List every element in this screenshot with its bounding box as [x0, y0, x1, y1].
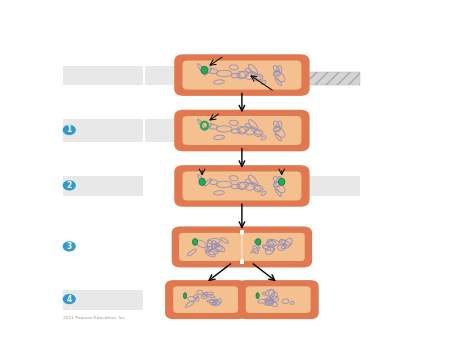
FancyBboxPatch shape — [145, 66, 180, 85]
Ellipse shape — [199, 178, 205, 185]
Text: 2: 2 — [67, 181, 72, 190]
Text: 2011 Pearson Education, Inc.: 2011 Pearson Education, Inc. — [63, 316, 126, 320]
Ellipse shape — [256, 239, 261, 245]
FancyBboxPatch shape — [63, 119, 143, 142]
FancyBboxPatch shape — [304, 72, 361, 85]
Text: 1: 1 — [67, 126, 72, 135]
FancyBboxPatch shape — [183, 116, 301, 145]
FancyBboxPatch shape — [145, 119, 180, 142]
FancyBboxPatch shape — [304, 176, 361, 196]
FancyBboxPatch shape — [174, 110, 310, 151]
FancyBboxPatch shape — [63, 66, 143, 85]
FancyBboxPatch shape — [246, 286, 311, 313]
Circle shape — [63, 294, 75, 303]
FancyBboxPatch shape — [179, 233, 242, 261]
Ellipse shape — [201, 66, 208, 74]
Circle shape — [63, 181, 75, 190]
FancyBboxPatch shape — [238, 280, 319, 319]
FancyBboxPatch shape — [240, 230, 244, 264]
Ellipse shape — [278, 178, 285, 185]
Circle shape — [63, 242, 75, 251]
Ellipse shape — [184, 293, 186, 298]
FancyBboxPatch shape — [183, 171, 301, 201]
FancyBboxPatch shape — [173, 286, 238, 313]
FancyBboxPatch shape — [174, 165, 310, 207]
Ellipse shape — [256, 293, 259, 298]
Ellipse shape — [193, 239, 198, 245]
Text: 4: 4 — [67, 294, 72, 303]
FancyBboxPatch shape — [63, 290, 143, 310]
FancyBboxPatch shape — [183, 60, 301, 90]
FancyBboxPatch shape — [172, 226, 312, 267]
FancyBboxPatch shape — [174, 54, 310, 96]
FancyBboxPatch shape — [165, 280, 246, 319]
FancyBboxPatch shape — [63, 176, 143, 196]
FancyBboxPatch shape — [242, 233, 305, 261]
Circle shape — [63, 126, 75, 134]
Text: 3: 3 — [67, 242, 72, 251]
